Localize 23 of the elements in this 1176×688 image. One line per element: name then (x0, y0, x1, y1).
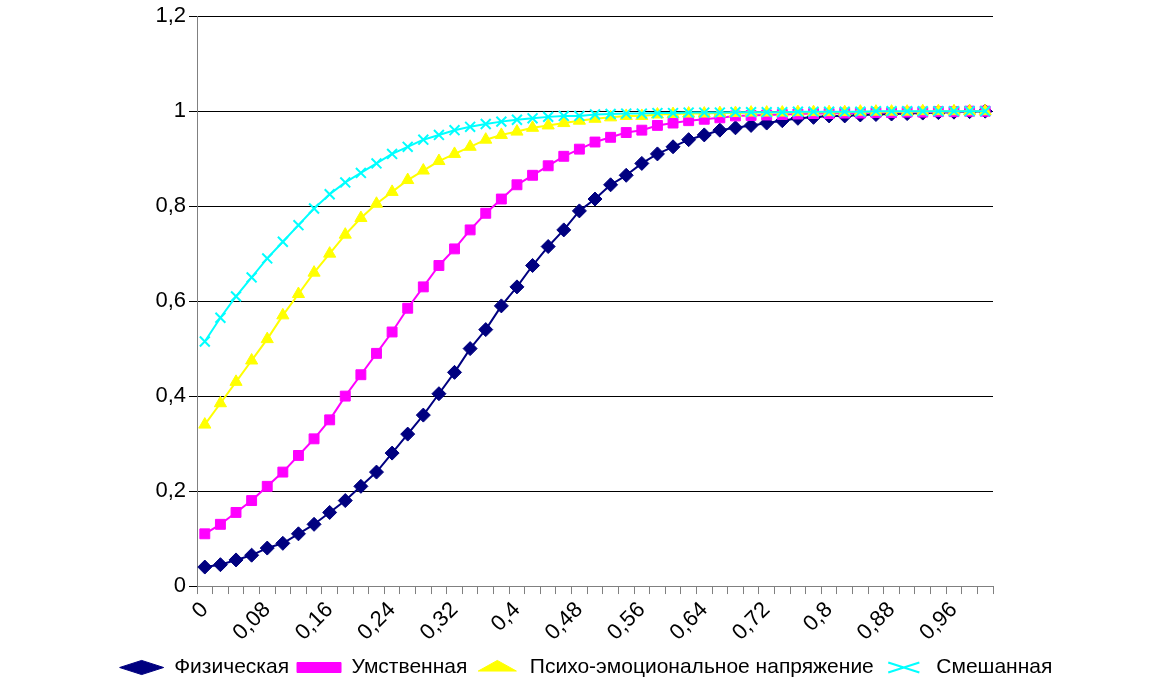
x-tick-label: 0,8 (797, 596, 837, 636)
x-tick-label: 0,64 (664, 596, 713, 645)
y-tick-label: 0,4 (155, 382, 186, 408)
y-tick-label: 0,2 (155, 477, 186, 503)
y-tick-label: 0,6 (155, 287, 186, 313)
y-tick-label: 0 (173, 572, 186, 598)
legend-label: Смешанная (936, 654, 1053, 678)
y-tick-label: 1 (173, 97, 186, 123)
x-tick-label: 0,4 (485, 596, 525, 636)
x-tick-label: 0,88 (851, 596, 900, 645)
x-tick-label: 0,48 (539, 596, 588, 645)
y-tick-label: 1,2 (155, 2, 186, 28)
y-tick-label: 0,8 (155, 192, 186, 218)
x-tick-label: 0,96 (913, 596, 962, 645)
legend-label: Умственная (351, 654, 468, 678)
x-tick-label: 0,72 (726, 596, 775, 645)
x-tick-label: 0,24 (351, 596, 400, 645)
x-tick-label: 0,16 (289, 596, 338, 645)
x-tick-label: 0,08 (227, 596, 276, 645)
x-tick-label: 0,32 (414, 596, 463, 645)
legend-label: Психо-эмоциональное напряжение (529, 654, 874, 678)
x-tick-label: 0,56 (601, 596, 650, 645)
legend-label: Физическая (174, 654, 290, 678)
